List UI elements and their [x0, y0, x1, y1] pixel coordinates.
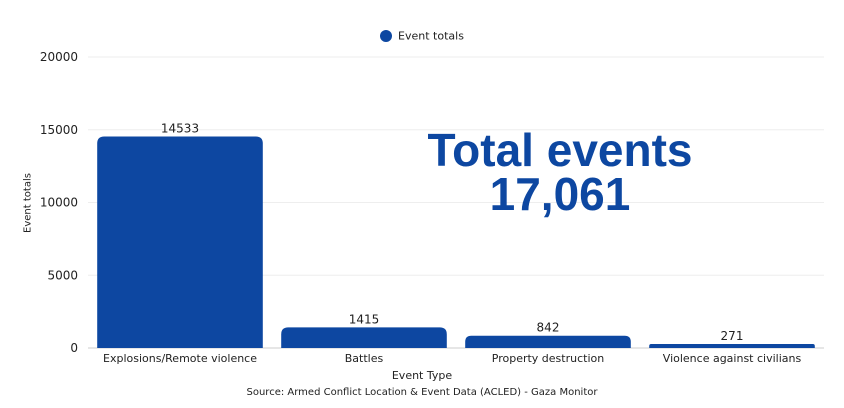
- data-label: 271: [721, 329, 744, 343]
- x-tick-label: Property destruction: [492, 352, 604, 365]
- legend-label: Event totals: [398, 29, 464, 43]
- y-tick-label: 10000: [40, 196, 78, 210]
- annotation-value: 17,061: [489, 168, 631, 220]
- y-tick-label: 0: [70, 341, 78, 355]
- data-label: 1415: [349, 312, 380, 326]
- bar: [97, 136, 263, 348]
- annotation-title: Total events: [427, 124, 693, 176]
- y-tick-label: 15000: [40, 123, 78, 137]
- x-tick-label: Explosions/Remote violence: [103, 352, 257, 365]
- y-tick-label: 20000: [40, 50, 78, 64]
- x-tick-label: Battles: [345, 352, 384, 365]
- bar: [281, 327, 447, 348]
- source-note: Source: Armed Conflict Location & Event …: [246, 387, 598, 398]
- legend-swatch: [380, 30, 393, 42]
- bar: [465, 335, 631, 348]
- bar: [649, 344, 815, 348]
- data-label: 14533: [161, 122, 199, 136]
- total-events-annotation: Total events 17,061: [380, 124, 740, 220]
- legend: Event totals: [0, 29, 844, 43]
- x-axis-label: Event Type: [391, 369, 453, 382]
- y-tick-label: 5000: [47, 268, 78, 282]
- x-tick-label: Violence against civilians: [663, 352, 802, 365]
- data-label: 842: [537, 321, 560, 335]
- y-axis-label: Event totals: [22, 173, 34, 233]
